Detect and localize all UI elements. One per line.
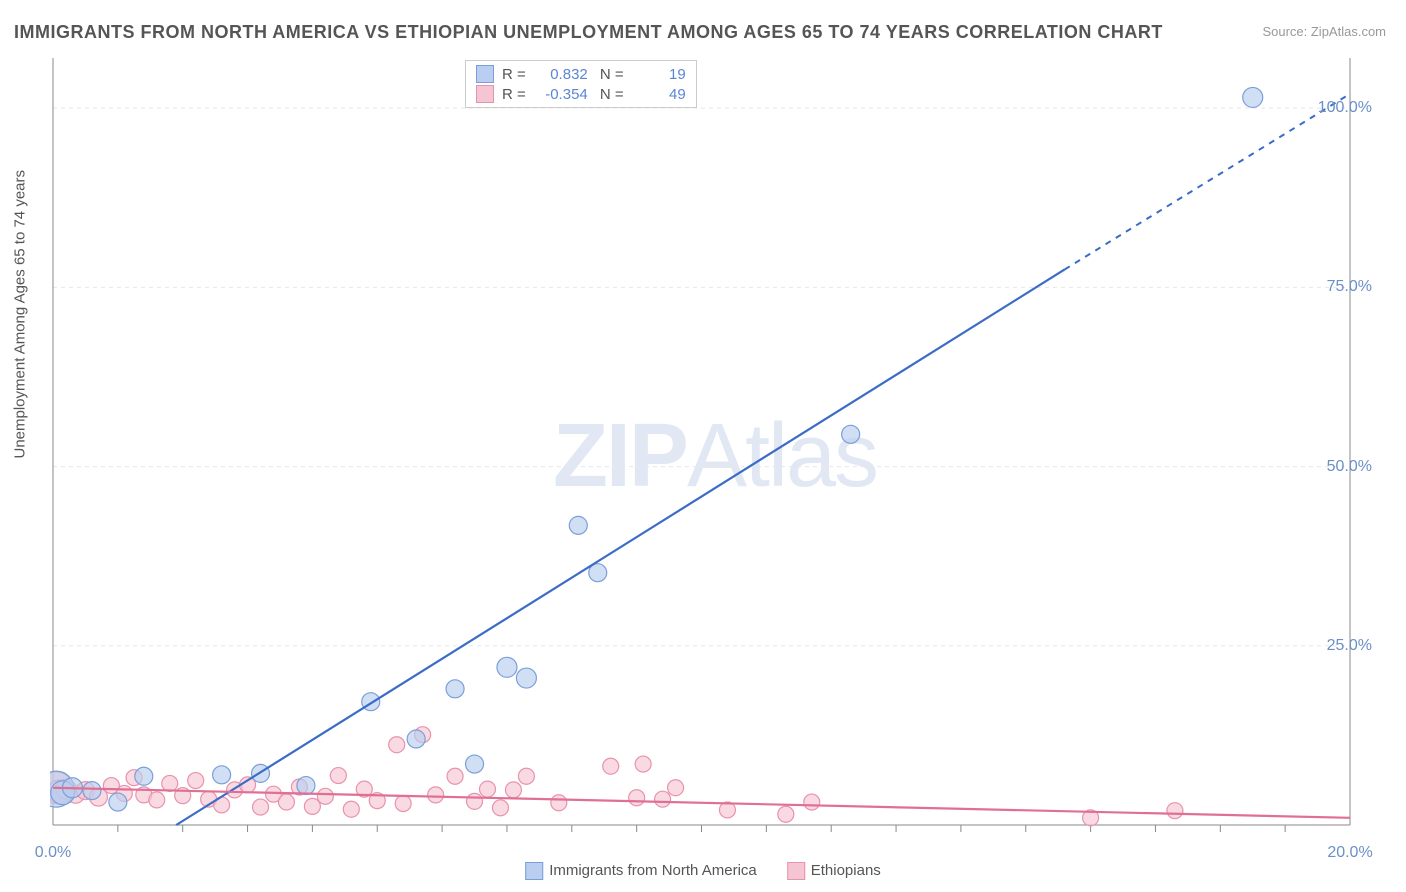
y-tick-label: 100.0% <box>1318 99 1372 117</box>
y-tick-label: 75.0% <box>1327 278 1372 296</box>
legend-item: Ethiopians <box>787 862 881 880</box>
chart-title: IMMIGRANTS FROM NORTH AMERICA VS ETHIOPI… <box>14 22 1163 43</box>
stats-legend: R =0.832 N =19 R =-0.354 N =49 <box>465 60 697 108</box>
y-tick-label: 25.0% <box>1327 637 1372 655</box>
stats-row: R =0.832 N =19 <box>476 65 686 83</box>
y-tick-label: 50.0% <box>1327 458 1372 476</box>
chart-area: ZIPAtlas R =0.832 N =19R =-0.354 N =49 2… <box>50 55 1380 840</box>
x-tick-label: 20.0% <box>1327 844 1372 862</box>
source-label: Source: ZipAtlas.com <box>1262 24 1386 39</box>
stats-row: R =-0.354 N =49 <box>476 85 686 103</box>
scatter-chart <box>50 55 1380 840</box>
bottom-legend: Immigrants from North America Ethiopians <box>525 862 881 880</box>
legend-item: Immigrants from North America <box>525 862 757 880</box>
x-tick-label: 0.0% <box>35 844 71 862</box>
y-axis-label: Unemployment Among Ages 65 to 74 years <box>12 170 29 459</box>
